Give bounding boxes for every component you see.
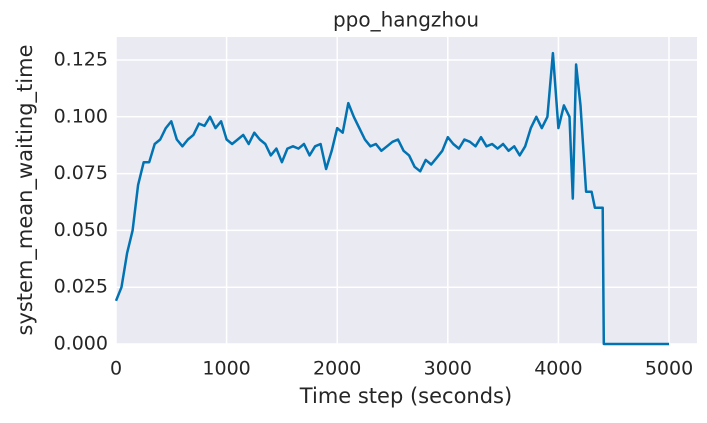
y-tick-label: 0.025	[54, 276, 108, 298]
chart-title: ppo_hangzhou	[333, 8, 479, 32]
x-tick-label: 2000	[313, 358, 361, 380]
y-tick-label: 0.050	[54, 219, 108, 241]
x-axis-label: Time step (seconds)	[299, 384, 512, 408]
y-tick-label: 0.075	[54, 162, 108, 184]
y-axis-label: system_mean_waiting_time	[13, 44, 38, 335]
data-line	[114, 51, 669, 346]
x-tick-label: 5000	[645, 358, 693, 380]
x-tick-label: 3000	[424, 358, 472, 380]
x-tick-label: 1000	[202, 358, 250, 380]
x-tick-label: 0	[110, 358, 122, 380]
y-tick-label: 0.000	[54, 333, 108, 355]
x-tick-label: 4000	[534, 358, 582, 380]
y-tick-label: 0.125	[54, 48, 108, 70]
y-tick-label: 0.100	[54, 105, 108, 127]
plot-area	[116, 37, 697, 344]
